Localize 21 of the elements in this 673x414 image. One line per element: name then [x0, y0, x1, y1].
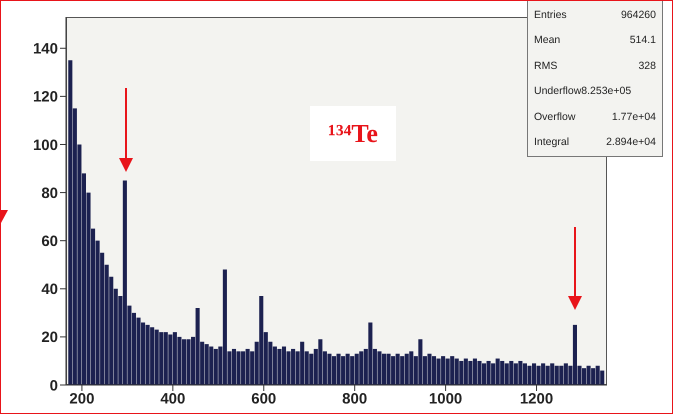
text: RMS 328 — [534, 60, 656, 72]
y-tick-label: 100 — [32, 136, 58, 154]
x-tick-label: 1200 — [520, 390, 554, 408]
x-tick-label: 600 — [251, 390, 276, 408]
y-tick-label: 120 — [32, 88, 58, 106]
annotation: Underflow8.253e+05 — [534, 85, 632, 98]
annotation: ¹³⁴Te — [310, 106, 396, 161]
text: Integral 2.894e+04 — [534, 136, 656, 148]
y-tick-label: 20 — [41, 329, 58, 346]
text: Mean 514.1 — [534, 34, 656, 46]
x-tick-label: 800 — [342, 390, 368, 408]
y-tick-label: 40 — [41, 281, 58, 298]
x-tick-label: 200 — [69, 390, 94, 408]
text: Entries 964260 — [534, 8, 656, 21]
y-tick-label: 140 — [32, 40, 58, 58]
y-tick-label: 60 — [41, 233, 58, 250]
x-tick-label: 1000 — [428, 390, 462, 408]
text: Overflow 1.77e+04 — [534, 110, 656, 123]
x-tick-label: 400 — [160, 390, 186, 408]
y-tick-label: 0 — [50, 377, 58, 394]
y-tick-label: 80 — [41, 184, 58, 202]
